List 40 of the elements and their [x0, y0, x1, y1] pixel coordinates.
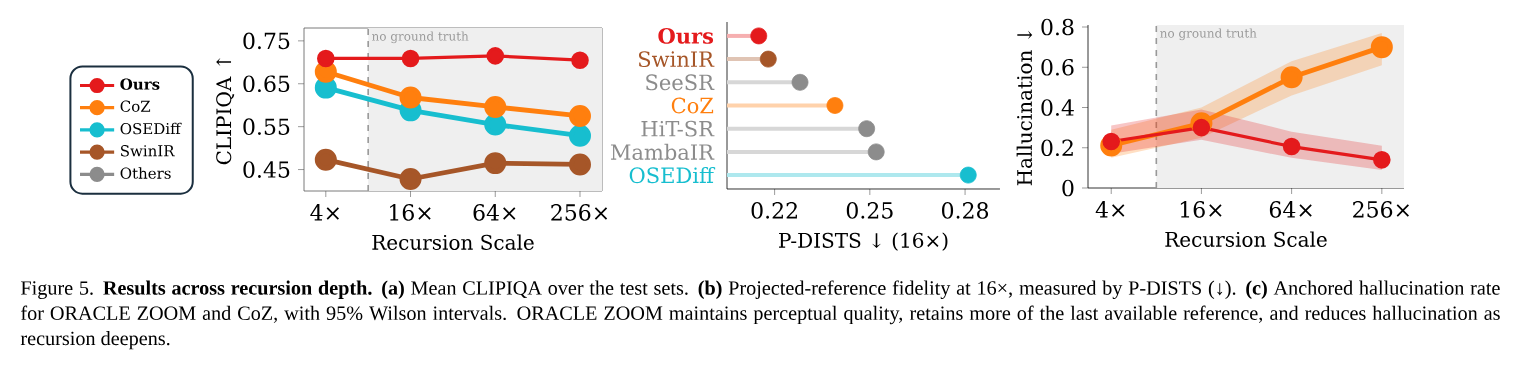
y-tick-label: 0.2 [1041, 139, 1073, 157]
y-tick-label: 0.6 [1041, 58, 1074, 76]
legend-label: Others [120, 167, 171, 179]
y-tick-label: Ours [658, 27, 714, 44]
x-axis-title: P-DISTS ↓ (16×) [779, 232, 948, 251]
y-axis-title: Hallucination ↓ [1016, 30, 1033, 186]
ref-line-label: no ground truth [1160, 28, 1257, 41]
x-tick-label: 4× [1095, 201, 1125, 218]
y-axis-title: CLIPIQA ↑ [216, 57, 235, 165]
x-tick-label: 256× [1353, 201, 1409, 218]
y-tick-label: MambaIR [610, 143, 715, 160]
y-tick-label: SeeSR [646, 74, 715, 91]
ref-line-label: no ground truth [372, 31, 469, 44]
legend-label: Ours [120, 78, 160, 90]
y-tick-label: CoZ [671, 97, 714, 114]
text: Figure 5. Results across recursion depth. (a) Mean CLIPIQA over the test sets. (b) Projected-reference fidelity at 16×, measured by P-DISTS (↓). (c) Anchored hallucination rate for ORACLE ZOOM and CoZ, with 95% Wilson intervals. ORACLE ZOOM maintains perceptual quality, retains more of the last available reference, and reduces hallucination as recursion deepens. [20, 280, 1500, 350]
legend-label: OSEDiff [120, 122, 182, 135]
y-tick-label: 0.65 [243, 75, 290, 93]
legend-label: SwinIR [121, 145, 175, 157]
y-tick-label: 0.4 [1041, 99, 1074, 116]
x-tick-label: 64× [1269, 201, 1312, 218]
x-tick-label: 4× [310, 204, 339, 221]
x-tick-label: 256× [551, 204, 608, 221]
y-tick-label: 0.75 [243, 32, 290, 50]
y-tick-label: 0 [1062, 179, 1074, 197]
x-axis-title: Recursion Scale [372, 234, 534, 250]
x-tick-label: 16× [390, 204, 431, 221]
y-tick-label: 0.45 [243, 161, 290, 178]
legend-label: CoZ [120, 100, 151, 112]
x-tick-label: 16× [1180, 201, 1222, 218]
y-tick-label: SwinIR [638, 51, 715, 68]
x-axis-title: Recursion Scale [1165, 231, 1327, 247]
x-tick-label: 0.28 [942, 202, 989, 219]
y-tick-label: HiT-SR [641, 120, 715, 137]
x-tick-label: 0.22 [751, 202, 797, 219]
y-tick-label: OSEDiff [629, 166, 716, 184]
x-tick-label: 0.25 [846, 202, 893, 219]
y-tick-label: 0.8 [1041, 18, 1074, 36]
y-tick-label: 0.55 [243, 118, 290, 135]
x-tick-label: 64× [473, 204, 516, 221]
